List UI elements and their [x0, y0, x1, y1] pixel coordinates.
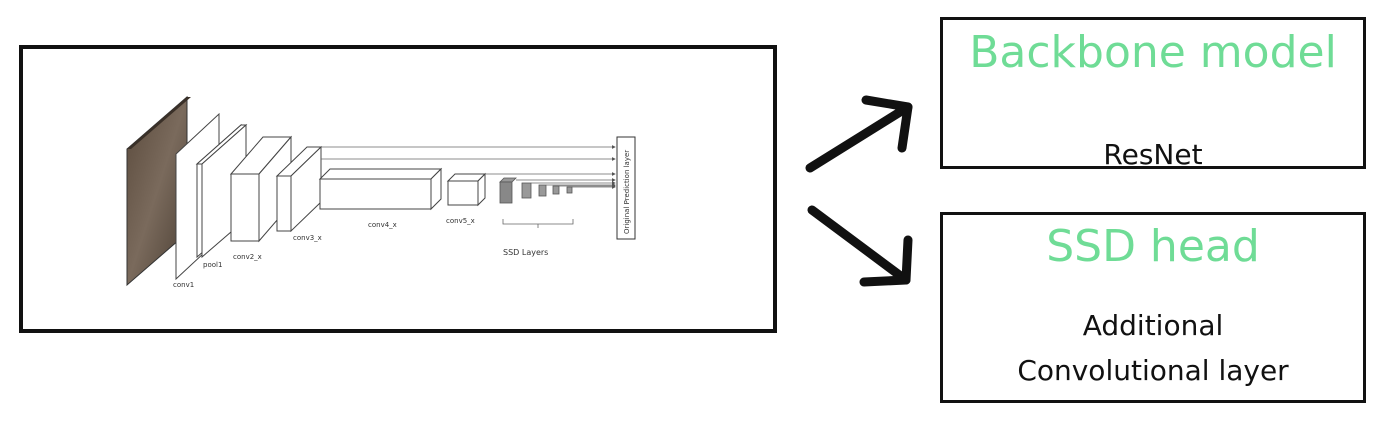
ssd-layers-label: SSD Layers: [503, 248, 548, 257]
layer-label-conv5: conv5_x: [446, 217, 475, 225]
conv5-block: [446, 172, 487, 207]
layer-label-conv4: conv4_x: [368, 221, 397, 229]
conv4-block: [318, 167, 443, 211]
backbone-body: ResNet: [1103, 138, 1203, 171]
ssd-head-body-line2: Convolutional layer: [1017, 354, 1289, 387]
arrow-to-backbone-icon: [805, 95, 913, 173]
layer-label-pool1: pool1: [203, 261, 222, 269]
skip-connections: [321, 145, 616, 189]
layer-label-conv2: conv2_x: [233, 253, 262, 261]
network-architecture-figure: Original Prediction layer SSD Layers con…: [126, 95, 636, 289]
ssd-layers-bracket: [502, 219, 574, 228]
layer-label-conv3: conv3_x: [293, 234, 322, 242]
ssd-head-box: SSD head Additional Convolutional layer: [940, 212, 1366, 403]
branch-arrows: [805, 95, 913, 287]
arrow-to-ssd-head-icon: [807, 205, 913, 287]
ssd-head-body: Additional Convolutional layer: [943, 303, 1363, 393]
ssd-head-body-line1: Additional: [1082, 309, 1224, 342]
ssd-extra-layers: [499, 177, 573, 204]
conv3-block: [275, 145, 323, 233]
backbone-title: Backbone model: [969, 27, 1337, 78]
ssd-head-title: SSD head: [1046, 221, 1260, 272]
prediction-layer-bar: Original Prediction layer: [616, 136, 636, 240]
backbone-model-box: Backbone model ResNet: [940, 17, 1366, 171]
network-diagram-panel: Original Prediction layer SSD Layers con…: [19, 45, 777, 333]
layer-label-conv1: conv1: [173, 281, 194, 289]
prediction-layer-label: Original Prediction layer: [623, 150, 631, 234]
conv2-block: [229, 135, 293, 243]
